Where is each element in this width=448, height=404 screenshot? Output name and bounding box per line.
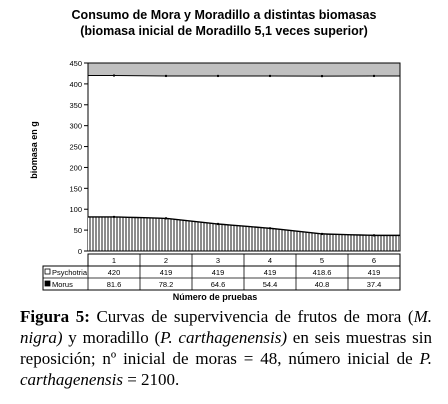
chart-title: Consumo de Mora y Moradillo a distintas … xyxy=(71,8,377,22)
data-label-morus: 78.2 xyxy=(159,280,174,289)
morus-point xyxy=(164,217,168,220)
x-tick-label: 4 xyxy=(268,256,272,265)
psychotria-point xyxy=(112,74,116,77)
caption-text-1: Curvas de supervivencia de frutos de mor… xyxy=(89,307,414,326)
morus-point xyxy=(216,222,220,226)
caption-species-2: P. carthagenensis) xyxy=(160,328,287,347)
caption-text-2: y moradillo ( xyxy=(62,328,161,347)
data-label-psychotria: 419 xyxy=(212,268,225,277)
y-tick-label: 450 xyxy=(69,59,82,68)
legend-label-morus: Morus xyxy=(52,280,73,289)
y-tick-label: 150 xyxy=(69,184,82,193)
series-morus-line xyxy=(88,216,400,237)
y-tick-label: 50 xyxy=(74,226,82,235)
morus-point xyxy=(112,215,116,219)
morus-point xyxy=(320,232,324,236)
data-label-morus: 37.4 xyxy=(367,280,382,289)
psychotria-point xyxy=(320,74,324,78)
caption-species-3: P. carthagenensis xyxy=(20,349,432,389)
y-axis-label: biomasa en g xyxy=(29,121,39,179)
x-tick-label: 6 xyxy=(372,256,376,265)
x-tick-label: 1 xyxy=(112,256,116,265)
x-axis-label: Número de pruebas xyxy=(173,292,258,302)
data-label-morus: 54.4 xyxy=(263,280,278,289)
data-label-morus: 40.8 xyxy=(315,280,330,289)
y-tick-label: 400 xyxy=(69,80,82,89)
psychotria-point xyxy=(164,74,168,78)
legend-swatch-morus xyxy=(44,280,51,287)
legend-label-psychotria: Psychotria xyxy=(52,268,88,277)
psychotria-point xyxy=(216,74,220,78)
y-tick-label: 250 xyxy=(69,143,82,152)
figure-caption: Figura 5: Curvas de supervivencia de fru… xyxy=(20,306,432,390)
y-tick-label: 100 xyxy=(69,205,82,214)
y-tick-label: 300 xyxy=(69,122,82,131)
series-morus-area xyxy=(88,216,400,251)
y-tick-label: 0 xyxy=(78,247,82,256)
data-label-psychotria: 418.6 xyxy=(313,268,332,277)
x-tick-label: 5 xyxy=(320,256,324,265)
data-label-psychotria: 419 xyxy=(368,268,381,277)
psychotria-point xyxy=(372,74,376,78)
data-label-morus: 81.6 xyxy=(107,280,122,289)
data-label-psychotria: 419 xyxy=(264,268,277,277)
caption-label: Figura 5: xyxy=(20,307,90,326)
x-tick-label: 3 xyxy=(216,256,220,265)
data-label-psychotria: 419 xyxy=(160,268,173,277)
chart-subtitle: (biomasa inicial de Moradillo 5,1 veces … xyxy=(80,24,368,38)
caption-species-1: M. nigra) xyxy=(20,307,432,347)
legend-swatch-psychotria xyxy=(44,268,51,275)
morus-point xyxy=(268,227,272,230)
y-tick-label: 350 xyxy=(69,101,82,110)
morus-point xyxy=(372,234,376,237)
caption-text-3: en seis muestras sin reposición; nº inic… xyxy=(20,328,432,368)
x-tick-label: 2 xyxy=(164,256,168,265)
data-label-morus: 64.6 xyxy=(211,280,226,289)
data-label-psychotria: 420 xyxy=(108,268,121,277)
y-tick-label: 200 xyxy=(69,163,82,172)
caption-text-4: = 2100. xyxy=(122,370,180,389)
psychotria-point xyxy=(268,74,272,78)
